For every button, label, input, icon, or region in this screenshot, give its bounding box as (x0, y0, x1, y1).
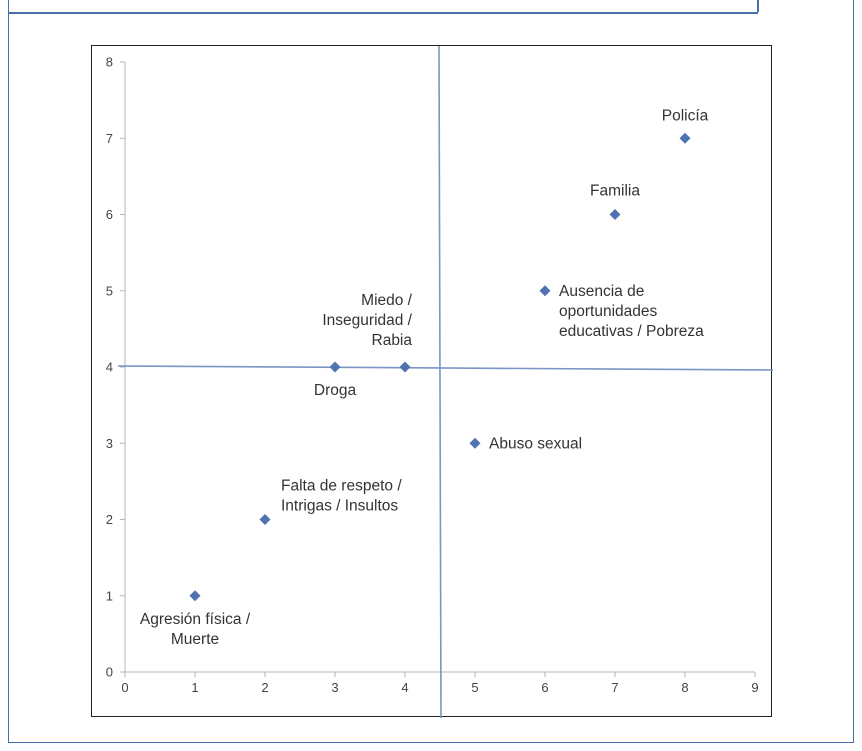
scatter-point (399, 361, 411, 373)
y-tick-label: 8 (106, 55, 113, 70)
scatter-point (679, 132, 691, 144)
point-label-line: Muerte (171, 631, 219, 648)
point-label: Policía (662, 107, 709, 124)
y-tick-label: 1 (106, 588, 113, 603)
x-tick-label: 2 (261, 680, 268, 695)
scatter-chart: 0 1 2 3 4 5 6 7 8 9 0 1 2 3 4 5 6 7 8 Agresión física / Mue… (106, 45, 774, 719)
chart-frame: 0 1 2 3 4 5 6 7 8 9 0 1 2 3 4 5 6 7 8 Agresión física / Mue… (91, 45, 774, 719)
scatter-point (609, 209, 621, 220)
point-label: Droga (314, 382, 357, 399)
x-tick-label: 7 (611, 680, 618, 695)
point-label-line: oportunidades (559, 303, 657, 320)
point-label-line: educativas / Pobreza (559, 323, 704, 340)
point-label-line: Familia (590, 183, 640, 200)
x-tick-label: 8 (681, 680, 688, 695)
data-points (189, 132, 691, 602)
x-tick-label: 0 (121, 680, 128, 695)
y-tick-label: 2 (106, 512, 113, 527)
point-label-line: Miedo / (361, 292, 413, 309)
horizontal-quadrant-line (117, 365, 774, 371)
y-tick-label: 3 (106, 436, 113, 451)
point-label-line: Abuso sexual (489, 435, 582, 452)
scatter-point (259, 514, 271, 525)
point-label-line: Rabia (372, 332, 413, 349)
x-tick-label: 9 (751, 680, 758, 695)
point-label-line: Droga (314, 382, 357, 399)
point-label-line: Ausencia de (559, 283, 644, 300)
point-label-line: Intrigas / Insultos (281, 498, 398, 515)
point-label: Miedo / Inseguridad / Rabia (322, 292, 412, 349)
quadrant-lines (117, 45, 774, 719)
point-label-line: Falta de respeto / (281, 478, 402, 495)
y-tick-label: 5 (106, 283, 113, 298)
x-tick-label: 3 (331, 680, 338, 695)
point-label: Abuso sexual (489, 435, 582, 452)
x-tick-label: 1 (191, 680, 198, 695)
point-label: Ausencia de oportunidades educativas / Pob… (559, 283, 704, 340)
outer-frame (8, 0, 854, 743)
point-label-line: Policía (662, 107, 709, 124)
top-rule (8, 12, 758, 14)
y-tick-label: 7 (106, 131, 113, 146)
top-corner-tick (757, 0, 759, 12)
x-tick-label: 4 (401, 680, 408, 695)
x-tick-label: 5 (471, 680, 478, 695)
scatter-point (469, 437, 481, 449)
point-label-line: Agresión física / (140, 611, 251, 628)
vertical-quadrant-line (438, 45, 442, 719)
scatter-point (539, 285, 551, 297)
point-label-line: Inseguridad / (322, 312, 412, 329)
y-tick-label: 6 (106, 207, 113, 222)
point-labels: Agresión física / Muerte Falta de respeto … (140, 107, 709, 648)
y-tick-label: 4 (106, 360, 113, 375)
y-tick-label: 0 (106, 665, 113, 680)
point-label: Familia (590, 183, 640, 200)
scatter-point (329, 361, 341, 373)
point-label: Agresión física / Muerte (140, 611, 251, 648)
point-label: Falta de respeto / Intrigas / Insultos (281, 478, 402, 515)
x-tick-label: 6 (541, 680, 548, 695)
scatter-point (189, 590, 201, 602)
axes-layer: 0 1 2 3 4 5 6 7 8 9 0 1 2 3 4 5 6 7 8 (106, 55, 759, 696)
